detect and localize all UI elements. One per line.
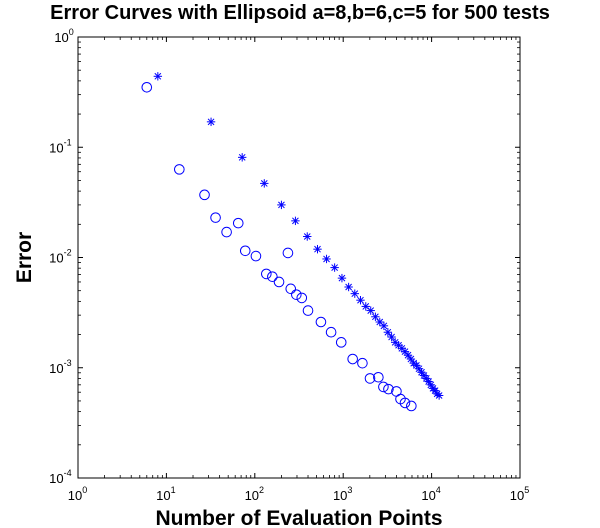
chart-title: Error Curves with Ellipsoid a=8,b=6,c=5 … — [50, 2, 550, 24]
svg-text:5: 5 — [524, 485, 529, 495]
asterisk-marker — [330, 263, 339, 272]
y-tick-label: 10 0 — [54, 27, 73, 45]
x-tick-label: 10 3 — [333, 485, 352, 503]
data-points — [141, 72, 444, 412]
circle-marker — [315, 316, 327, 328]
asterisk-marker — [153, 72, 163, 81]
svg-text:10: 10 — [49, 140, 63, 155]
x-tick-label: 10 4 — [421, 485, 440, 503]
asterisk-marker — [356, 295, 365, 305]
svg-text:-1: -1 — [64, 137, 72, 147]
circle-marker — [261, 268, 272, 280]
svg-text:10: 10 — [510, 488, 524, 503]
circle-marker — [335, 337, 347, 348]
circle-marker — [399, 397, 411, 409]
svg-text:10: 10 — [54, 30, 68, 45]
circle-marker — [250, 250, 262, 262]
asterisk-marker — [277, 200, 286, 210]
circle-marker — [364, 373, 376, 384]
y-tick-label: 10 -3 — [49, 358, 71, 376]
x-axis-label: Number of Evaluation Points — [155, 507, 442, 528]
asterisk-marker — [383, 328, 393, 337]
circle-marker — [174, 164, 185, 175]
x-tick-label: 10 2 — [245, 485, 264, 503]
svg-text:10: 10 — [333, 488, 347, 503]
svg-text:10: 10 — [245, 488, 259, 503]
asterisk-marker — [387, 332, 396, 342]
y-tick-label: 10 -2 — [49, 248, 71, 266]
circle-marker — [232, 217, 244, 229]
x-tick-label: 10 5 — [510, 485, 529, 503]
svg-text:4: 4 — [436, 485, 441, 495]
circle-marker — [373, 371, 384, 383]
asterisk-marker — [366, 306, 375, 315]
y-tick-label: 10 -4 — [49, 468, 71, 486]
asterisk-marker — [291, 216, 300, 226]
circle-marker — [325, 326, 337, 338]
svg-text:-4: -4 — [64, 468, 72, 478]
circle-marker — [221, 226, 232, 238]
asterisk-marker — [303, 232, 312, 241]
asterisk-marker — [237, 153, 247, 162]
asterisk-marker — [434, 391, 444, 400]
x-tick-label: 10 1 — [156, 485, 175, 503]
svg-text:3: 3 — [347, 485, 352, 495]
svg-text:10: 10 — [49, 471, 63, 486]
circle-marker — [285, 283, 297, 295]
circle-marker — [383, 383, 394, 395]
axes — [77, 36, 521, 479]
svg-text:0: 0 — [82, 485, 87, 495]
circle-marker — [239, 245, 251, 257]
asterisk-marker — [337, 273, 347, 283]
y-axis-label: Error — [13, 232, 36, 283]
circle-marker — [291, 289, 302, 300]
asterisk-marker — [350, 289, 359, 298]
svg-text:10: 10 — [156, 488, 170, 503]
asterisk-marker — [414, 364, 424, 373]
circle-marker — [141, 81, 153, 93]
circle-marker — [210, 212, 221, 223]
circle-marker — [282, 247, 294, 259]
asterisk-marker — [344, 282, 353, 292]
asterisk-marker — [361, 302, 370, 311]
asterisk-marker — [379, 321, 389, 331]
circle-marker — [296, 292, 308, 304]
asterisk-marker — [371, 312, 380, 321]
circle-marker — [357, 357, 368, 369]
circle-marker — [273, 276, 285, 288]
circle-marker — [406, 400, 417, 412]
x-tick-label: 10 0 — [68, 485, 87, 503]
asterisk-marker — [322, 254, 331, 264]
svg-text:0: 0 — [69, 27, 74, 37]
plot-frame — [77, 36, 521, 479]
circle-marker — [267, 271, 278, 282]
tick-labels: 10 0 10 1 10 2 10 3 10 4 10 510 010 -110 -210 -310 -4 — [49, 27, 529, 503]
svg-text:2: 2 — [259, 485, 264, 495]
svg-text:10: 10 — [49, 361, 63, 376]
y-tick-label: 10 -1 — [49, 137, 71, 155]
svg-text:-2: -2 — [64, 248, 72, 258]
asterisk-marker — [260, 179, 269, 188]
svg-text:-3: -3 — [64, 358, 72, 368]
circle-marker — [347, 353, 358, 365]
asterisk-marker — [206, 117, 216, 127]
asterisk-marker — [313, 244, 322, 254]
svg-text:10: 10 — [68, 488, 82, 503]
circle-marker — [199, 189, 210, 201]
svg-text:1: 1 — [171, 485, 176, 495]
svg-text:10: 10 — [421, 488, 435, 503]
tick-marks — [77, 36, 521, 479]
svg-text:10: 10 — [49, 251, 63, 266]
circle-marker — [378, 381, 389, 393]
circle-marker — [302, 305, 314, 316]
